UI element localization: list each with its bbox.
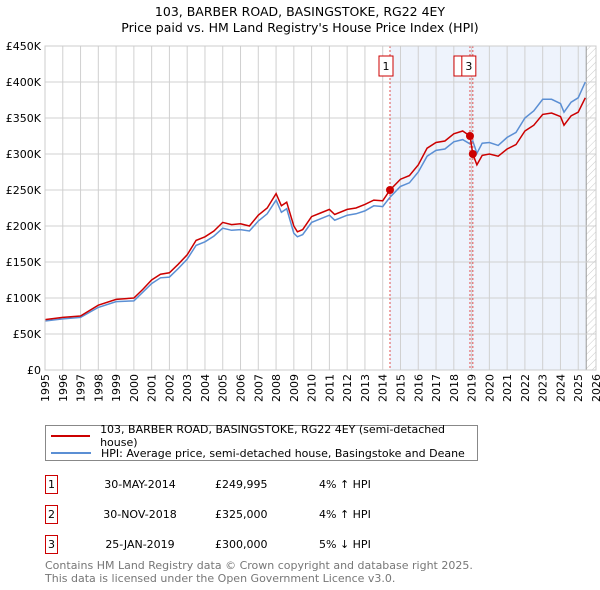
- sale-label-box: [461, 55, 477, 77]
- x-tick-label: 2019: [466, 374, 479, 402]
- x-tick-label: 2006: [235, 374, 248, 402]
- x-tick-label: 2007: [252, 374, 265, 402]
- x-tick-label: 2005: [217, 374, 230, 402]
- transaction-hpi: 4% ↑ HPI: [319, 478, 371, 491]
- legend-item-property: 103, BARBER ROAD, BASINGSTOKE, RG22 4EY …: [46, 423, 477, 449]
- x-tick-label: 2025: [572, 374, 585, 402]
- footer-licence: This data is licensed under the Open Gov…: [45, 572, 396, 585]
- x-tick-label: 2004: [199, 374, 212, 402]
- legend: 103, BARBER ROAD, BASINGSTOKE, RG22 4EY …: [45, 423, 478, 461]
- x-tick-label: 2018: [448, 374, 461, 402]
- y-tick-label: £350K: [6, 112, 42, 125]
- y-tick-label: £150K: [6, 256, 42, 269]
- y-tick-label: £450K: [6, 40, 42, 53]
- x-tick-label: 1997: [75, 374, 88, 402]
- x-tick-label: 2017: [430, 374, 443, 402]
- shaded-period: [389, 46, 587, 370]
- x-tick-label: 2011: [323, 374, 336, 402]
- x-tick-label: 2015: [394, 374, 407, 402]
- transaction-date: 30-NOV-2018: [103, 508, 177, 521]
- hpi-line: [44, 81, 586, 322]
- transaction-date: 30-MAY-2014: [104, 478, 176, 491]
- y-tick-label: £100K: [6, 292, 42, 305]
- y-tick-label: £50K: [13, 328, 42, 341]
- legend-swatch-blue: [51, 452, 91, 454]
- transaction-number: 2: [45, 505, 58, 524]
- sale-point: [465, 132, 474, 140]
- x-tick-label: 2008: [270, 374, 283, 402]
- sale-point: [385, 186, 394, 195]
- transaction-hpi: 4% ↑ HPI: [319, 508, 371, 521]
- x-tick-label: 2013: [359, 374, 372, 402]
- sale-point: [468, 150, 477, 158]
- x-tick-label: 2014: [377, 374, 390, 402]
- transaction-number: 3: [45, 535, 58, 554]
- transaction-price: £300,000: [215, 538, 268, 551]
- y-tick-label: £400K: [6, 76, 42, 89]
- y-tick-label: £200K: [6, 220, 42, 233]
- transaction-hpi: 5% ↓ HPI: [319, 538, 371, 551]
- x-tick-label: 1998: [92, 374, 105, 402]
- legend-label: 103, BARBER ROAD, BASINGSTOKE, RG22 4EY …: [100, 423, 445, 449]
- legend-item-hpi: HPI: Average price, semi-detached house,…: [46, 445, 465, 461]
- x-tick-label: 1996: [57, 374, 70, 402]
- transaction-date: 25-JAN-2019: [105, 538, 175, 551]
- x-tick-label: 2021: [501, 374, 514, 402]
- forecast-hatch: [586, 46, 596, 370]
- y-tick-label: £250K: [6, 184, 42, 197]
- legend-label: HPI: Average price, semi-detached house,…: [101, 446, 465, 460]
- x-tick-label: 2016: [412, 374, 425, 402]
- x-tick-label: 2023: [537, 374, 550, 402]
- x-tick-label: 2020: [483, 374, 496, 402]
- transaction-row: 3 25-JAN-2019 £300,000 5% ↓ HPI: [45, 535, 465, 555]
- property-price-line: [44, 97, 586, 321]
- sale-label: 1: [382, 60, 389, 73]
- x-tick-label: 2024: [554, 374, 567, 402]
- plot-frame: [44, 45, 597, 371]
- chart-title: 103, BARBER ROAD, BASINGSTOKE, RG22 4EY: [154, 4, 446, 19]
- x-tick-label: 1995: [39, 374, 52, 402]
- sale-label-box: [378, 55, 394, 77]
- x-tick-label: 2010: [306, 374, 319, 402]
- footer-copyright: Contains HM Land Registry data © Crown c…: [45, 559, 473, 572]
- footer: Contains HM Land Registry data © Crown c…: [45, 559, 473, 585]
- legend-swatch-red: [51, 435, 91, 437]
- x-tick-label: 2002: [163, 374, 176, 402]
- price-chart: 1 3 1995 1996 1997 1998 1999 2000 2001 2002 2003 20…: [6, 40, 600, 402]
- transaction-price: £249,995: [215, 478, 268, 491]
- transaction-row: 1 30-MAY-2014 £249,995 4% ↑ HPI: [45, 475, 465, 495]
- x-tick-label: 2012: [341, 374, 354, 402]
- y-tick-label: £300K: [6, 148, 42, 161]
- y-tick-label: £0: [27, 364, 41, 377]
- transaction-price: £325,000: [215, 508, 268, 521]
- x-tick-label: 2022: [519, 374, 532, 402]
- transaction-number: 1: [45, 475, 58, 494]
- x-tick-label: 2001: [146, 374, 159, 402]
- transaction-row: 2 30-NOV-2018 £325,000 4% ↑ HPI: [45, 505, 465, 525]
- x-tick-label: 2003: [181, 374, 194, 402]
- x-tick-label: 2026: [590, 374, 600, 402]
- sale-label: 3: [465, 60, 472, 73]
- x-tick-label: 2000: [128, 374, 141, 402]
- x-tick-label: 1999: [110, 374, 123, 402]
- chart-subtitle: Price paid vs. HM Land Registry's House …: [121, 20, 479, 35]
- x-tick-label: 2009: [288, 374, 301, 402]
